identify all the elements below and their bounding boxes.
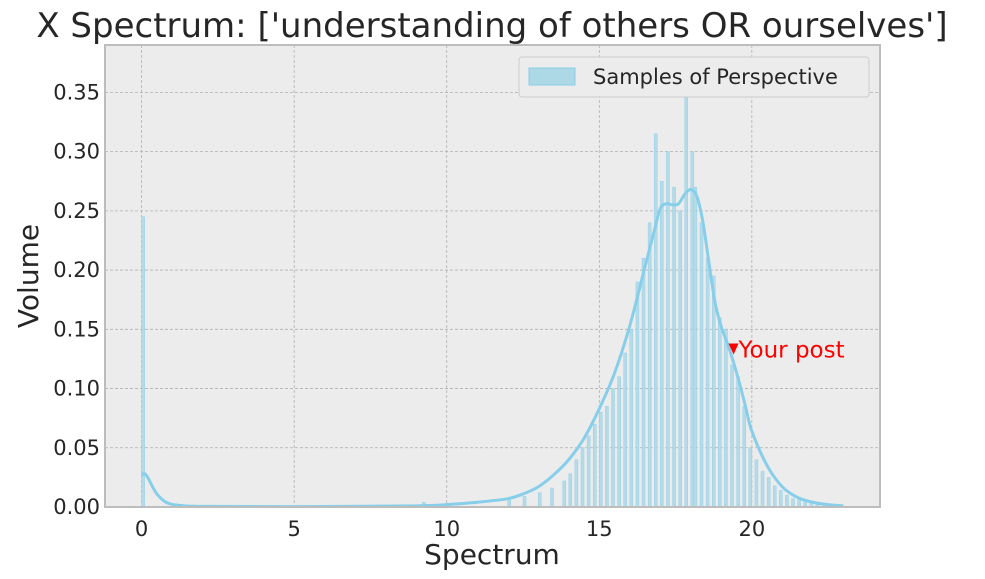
x-tick-label: 20 — [738, 517, 765, 541]
y-tick-label: 0.05 — [53, 436, 100, 460]
plot-frame — [104, 44, 881, 508]
histogram-bar — [797, 499, 801, 508]
histogram-bar — [538, 492, 542, 508]
histogram-bar — [562, 480, 566, 508]
legend-swatch — [528, 67, 576, 86]
histogram-bar — [580, 447, 585, 508]
histogram-bar — [766, 477, 771, 508]
histogram-bar — [654, 133, 658, 508]
histogram-bar — [760, 471, 765, 508]
histogram-bar — [592, 423, 597, 508]
legend: Samples of Perspective — [518, 56, 870, 98]
legend-label: Samples of Perspective — [593, 65, 838, 89]
histogram-bar — [647, 222, 652, 508]
x-tick-label: 15 — [586, 517, 613, 541]
y-tick-label: 0.20 — [53, 258, 100, 282]
y-axis-ticks: 0.00 0.05 0.10 0.15 0.20 0.25 0.30 0.35 — [53, 80, 100, 519]
histogram-bar — [522, 496, 527, 508]
annotation-marker — [728, 343, 739, 355]
histogram-bar — [599, 412, 603, 508]
histogram-bar — [629, 329, 634, 508]
histogram-bar — [605, 406, 609, 508]
histogram-bar — [623, 352, 627, 508]
histogram-bar — [684, 80, 688, 508]
histogram-bar — [791, 498, 795, 508]
histogram-bar — [660, 181, 664, 508]
histogram-bar — [705, 258, 710, 508]
x-tick-label: 5 — [287, 517, 300, 541]
histogram-bar — [550, 487, 554, 508]
histogram-bar — [711, 275, 716, 508]
y-tick-label: 0.30 — [53, 140, 100, 164]
histogram-bar — [574, 459, 579, 508]
x-axis-label: Spectrum — [424, 538, 560, 571]
annotation: Your post — [728, 337, 845, 363]
histogram-bar — [779, 490, 783, 508]
histogram-bar — [748, 447, 753, 508]
histogram-bar — [617, 376, 621, 508]
annotation-label: Your post — [738, 337, 845, 363]
histogram-bar — [678, 210, 682, 508]
legend-box — [518, 56, 870, 98]
histogram-bar — [742, 406, 746, 508]
histogram-bar — [785, 494, 789, 508]
histogram-bar — [724, 329, 728, 508]
y-tick-label: 0.25 — [53, 199, 100, 223]
histogram-bar — [773, 485, 777, 508]
histogram-bar — [611, 388, 615, 508]
histogram-bar — [754, 459, 759, 508]
histogram-bar — [641, 258, 646, 508]
histogram-bar — [568, 473, 573, 508]
histogram-bar — [718, 317, 722, 508]
histogram-bar — [586, 435, 591, 508]
histogram-bar — [672, 186, 676, 508]
x-axis-ticks: 0 5 10 15 20 — [135, 517, 765, 541]
y-tick-label: 0.10 — [53, 377, 100, 401]
histogram-bar — [736, 376, 740, 508]
histogram-bar — [730, 364, 734, 508]
histogram-bar — [693, 186, 698, 508]
histogram-bar — [635, 281, 640, 508]
y-tick-label: 0.00 — [53, 495, 100, 519]
histogram-bar — [699, 222, 704, 508]
plot-area — [105, 45, 880, 507]
x-tick-label: 10 — [433, 517, 460, 541]
chart-title: X Spectrum: ['understanding of others OR… — [36, 6, 947, 46]
histogram-bar — [690, 151, 695, 508]
y-tick-label: 0.15 — [53, 317, 100, 341]
histogram-bar — [507, 499, 512, 508]
y-axis-label: Volume — [12, 224, 45, 328]
y-tick-label: 0.35 — [53, 80, 100, 104]
x-tick-label: 0 — [135, 517, 148, 541]
histogram-bar — [141, 216, 145, 508]
